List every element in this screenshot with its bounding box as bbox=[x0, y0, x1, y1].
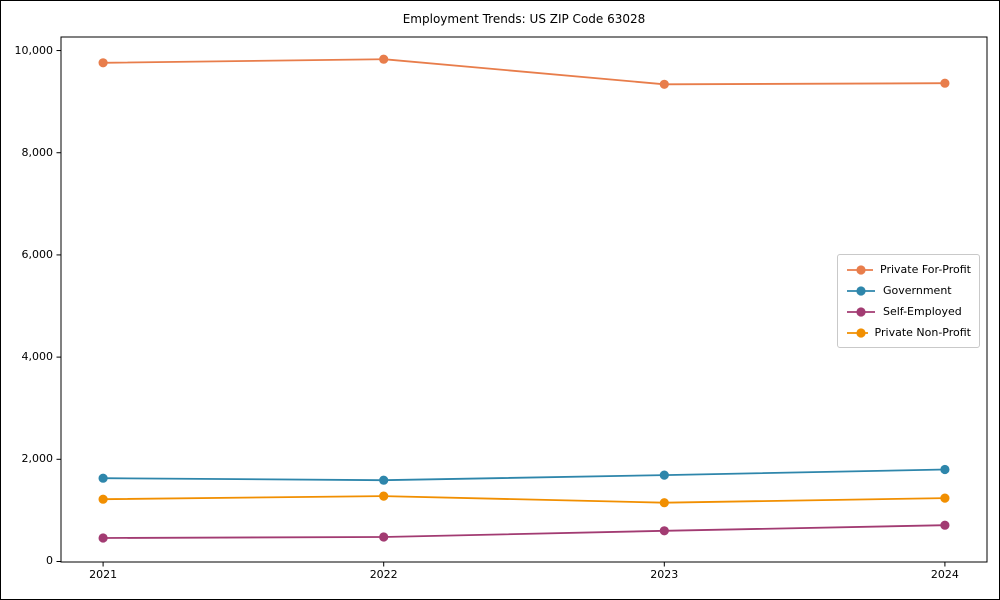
data-point-marker bbox=[659, 498, 669, 508]
legend-item-label: Private Non-Profit bbox=[874, 326, 971, 339]
series-line-self-employed bbox=[103, 524, 945, 539]
legend-item-government: Government bbox=[846, 280, 971, 301]
x-axis-ticks bbox=[102, 562, 946, 567]
data-point-marker bbox=[379, 54, 389, 64]
series-line-private-for-profit bbox=[103, 58, 945, 86]
y-tick-label: 4,000 bbox=[21, 350, 54, 364]
data-point-marker bbox=[379, 532, 389, 542]
data-point-marker bbox=[98, 58, 108, 68]
data-point-marker bbox=[98, 473, 108, 483]
legend-line-marker-icon bbox=[847, 264, 873, 275]
data-point-marker bbox=[98, 494, 108, 504]
legend-line-marker-icon bbox=[847, 306, 875, 317]
y-axis-ticks bbox=[56, 50, 61, 562]
series-government bbox=[98, 464, 950, 485]
legend-item-private-for-profit: Private For-Profit bbox=[846, 259, 971, 280]
axes-spines bbox=[60, 36, 988, 563]
y-tick-label: 10,000 bbox=[14, 43, 54, 57]
legend-item-self-employed: Self-Employed bbox=[846, 301, 971, 322]
x-tick-label: 2023 bbox=[650, 568, 679, 581]
y-tick-label: 6,000 bbox=[21, 247, 54, 261]
series-private-for-profit bbox=[98, 54, 950, 89]
legend-item-label: Self-Employed bbox=[883, 305, 962, 318]
x-tick-label: 2022 bbox=[369, 568, 398, 581]
legend-item-label: Private For-Profit bbox=[880, 263, 971, 276]
series-self-employed bbox=[98, 520, 950, 543]
x-tick-label: 2024 bbox=[930, 568, 959, 581]
data-point-marker bbox=[659, 470, 669, 480]
data-point-marker bbox=[379, 491, 389, 501]
data-point-marker bbox=[940, 520, 950, 530]
data-point-marker bbox=[940, 493, 950, 503]
series-line-government bbox=[103, 468, 945, 482]
x-tick-label: 2021 bbox=[89, 568, 118, 581]
data-point-marker bbox=[98, 533, 108, 543]
data-point-marker bbox=[379, 475, 389, 485]
legend-line-marker-icon bbox=[847, 285, 875, 296]
y-tick-label: 8,000 bbox=[21, 145, 54, 159]
data-point-marker bbox=[659, 79, 669, 89]
legend-item-private-non-profit: Private Non-Profit bbox=[846, 322, 971, 343]
series-line-private-non-profit bbox=[103, 495, 945, 504]
data-point-marker bbox=[940, 464, 950, 475]
y-tick-label: 2,000 bbox=[21, 452, 54, 466]
legend-item-label: Government bbox=[883, 284, 952, 297]
legend-line-marker-icon bbox=[847, 327, 868, 338]
y-tick-label: 0 bbox=[46, 554, 53, 568]
legend: Private For-Profit Government Self-Employe… bbox=[837, 254, 980, 348]
series-private-non-profit bbox=[98, 491, 950, 508]
chart-title: Employment Trends: US ZIP Code 63028 bbox=[402, 12, 646, 26]
data-point-marker bbox=[940, 78, 950, 88]
data-point-marker bbox=[659, 526, 669, 536]
